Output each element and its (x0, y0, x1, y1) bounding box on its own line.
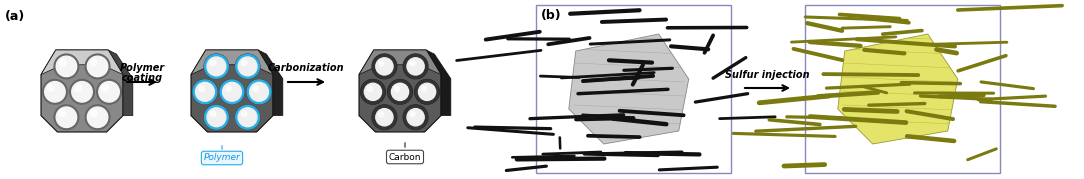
Circle shape (99, 82, 119, 102)
Circle shape (253, 86, 259, 91)
Circle shape (48, 85, 54, 91)
Circle shape (210, 60, 216, 66)
FancyBboxPatch shape (535, 5, 731, 173)
Circle shape (90, 59, 98, 66)
Circle shape (88, 56, 107, 77)
Circle shape (222, 82, 242, 101)
Polygon shape (569, 34, 688, 144)
Circle shape (364, 83, 382, 100)
Circle shape (410, 112, 415, 117)
Circle shape (195, 82, 215, 101)
Circle shape (86, 54, 109, 79)
Polygon shape (191, 50, 273, 75)
Text: Polymer: Polymer (119, 63, 165, 73)
Circle shape (249, 82, 269, 101)
Circle shape (90, 110, 98, 117)
Text: (a): (a) (5, 10, 25, 23)
Circle shape (376, 109, 393, 126)
Text: Carbonization: Carbonization (268, 63, 345, 73)
Circle shape (247, 80, 271, 104)
Circle shape (220, 79, 244, 104)
Circle shape (54, 54, 79, 79)
Circle shape (372, 54, 397, 79)
Circle shape (56, 56, 77, 77)
Circle shape (410, 61, 415, 66)
Circle shape (403, 54, 428, 79)
Circle shape (56, 107, 77, 127)
Circle shape (193, 80, 217, 104)
Circle shape (225, 86, 232, 91)
Polygon shape (359, 50, 441, 75)
Circle shape (44, 82, 65, 102)
Circle shape (388, 79, 412, 104)
Circle shape (54, 105, 79, 130)
Circle shape (418, 83, 436, 100)
Circle shape (238, 57, 257, 76)
Circle shape (86, 105, 109, 130)
Text: coating: coating (121, 73, 163, 83)
Circle shape (88, 107, 107, 127)
Polygon shape (41, 50, 122, 75)
Text: Carbon: Carbon (389, 153, 422, 161)
Circle shape (235, 105, 259, 129)
Polygon shape (191, 50, 273, 132)
Circle shape (235, 105, 260, 130)
Circle shape (373, 105, 397, 129)
Circle shape (204, 54, 229, 79)
Circle shape (422, 86, 427, 91)
Circle shape (238, 108, 257, 127)
Circle shape (207, 108, 225, 127)
Polygon shape (838, 34, 958, 144)
Circle shape (235, 55, 259, 78)
Circle shape (69, 79, 94, 104)
Circle shape (403, 105, 428, 130)
Text: (b): (b) (541, 9, 562, 22)
Circle shape (210, 111, 216, 117)
Circle shape (415, 79, 439, 104)
Circle shape (378, 61, 384, 66)
Circle shape (242, 60, 247, 66)
Circle shape (373, 55, 397, 78)
Circle shape (220, 80, 244, 104)
Text: Sulfur injection: Sulfur injection (725, 70, 810, 80)
Circle shape (60, 110, 66, 117)
Circle shape (204, 105, 229, 130)
Circle shape (388, 80, 412, 104)
Polygon shape (359, 50, 441, 132)
Circle shape (75, 85, 81, 91)
Circle shape (205, 55, 229, 78)
Circle shape (242, 111, 247, 117)
Circle shape (361, 79, 385, 104)
Circle shape (102, 85, 108, 91)
FancyBboxPatch shape (805, 5, 1001, 173)
Circle shape (193, 79, 217, 104)
Polygon shape (258, 50, 283, 116)
Circle shape (96, 79, 121, 104)
Circle shape (361, 80, 385, 104)
Circle shape (42, 79, 67, 104)
Circle shape (403, 105, 427, 129)
Circle shape (395, 86, 400, 91)
Circle shape (403, 55, 427, 78)
Circle shape (406, 58, 424, 75)
Circle shape (72, 82, 92, 102)
Circle shape (378, 112, 384, 117)
Circle shape (376, 58, 393, 75)
Circle shape (198, 86, 205, 91)
Circle shape (247, 79, 271, 104)
Polygon shape (426, 50, 451, 116)
Circle shape (60, 59, 66, 66)
Circle shape (415, 80, 439, 104)
Circle shape (391, 83, 409, 100)
Text: Polymer: Polymer (204, 154, 241, 163)
Circle shape (367, 86, 373, 91)
Circle shape (406, 109, 424, 126)
Polygon shape (108, 50, 133, 116)
Circle shape (205, 105, 229, 129)
Polygon shape (41, 50, 122, 132)
Circle shape (235, 54, 260, 79)
Circle shape (372, 105, 397, 130)
Circle shape (207, 57, 225, 76)
